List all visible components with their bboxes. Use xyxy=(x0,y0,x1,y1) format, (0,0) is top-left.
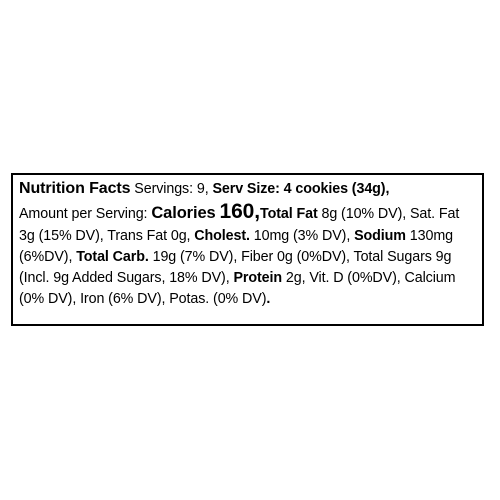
servings-text: Servings: 9, xyxy=(134,181,209,197)
serv-size-value: 4 cookies (34g), xyxy=(283,181,390,197)
sat-fat-value: 3g (15% DV), Trans Fat 0g, xyxy=(19,227,191,244)
sodium-value: 130mg xyxy=(409,227,454,244)
calories-label: Calories xyxy=(151,204,216,223)
nutrient-line-2: 3g (15% DV), Trans Fat 0g, Cholest. 10mg… xyxy=(19,226,476,247)
added-sugars-text: (Incl. 9g Added Sugars, 18% DV), xyxy=(19,270,230,287)
label-header-line: Nutrition Facts Servings: 9, Serv Size: … xyxy=(19,178,476,200)
cholest-value: 10mg (3% DV), xyxy=(253,227,351,244)
nutrient-line-5: (0% DV), Iron (6% DV), Potas. (0% DV). xyxy=(19,289,476,310)
end-period: . xyxy=(266,291,271,308)
nutrition-facts-title: Nutrition Facts xyxy=(19,180,131,197)
total-fat-label: Total Fat xyxy=(260,206,318,223)
minerals-text: (0% DV), Iron (6% DV), Potas. (0% DV) xyxy=(19,291,267,308)
protein-value: 2g, Vit. D (0%DV), Calcium xyxy=(285,270,456,287)
total-carb-label: Total Carb. xyxy=(76,248,149,265)
nutrition-label: Nutrition Facts Servings: 9, Serv Size: … xyxy=(11,173,484,326)
nutrient-line-1: Amount per Serving: Calories 160,Total F… xyxy=(19,201,476,225)
nutrient-line-3: (6%DV), Total Carb. 19g (7% DV), Fiber 0… xyxy=(19,247,476,268)
amount-per-serving-text: Amount per Serving: xyxy=(19,206,148,223)
total-fat-value: 8g (10% DV), Sat. Fat xyxy=(321,206,460,223)
total-carb-value: 19g (7% DV), Fiber 0g (0%DV), Total Suga… xyxy=(152,248,452,265)
calories-value: 160, xyxy=(219,200,261,224)
serv-size-label: Serv Size: xyxy=(212,181,280,197)
cholest-label: Cholest. xyxy=(194,227,250,244)
sodium-label: Sodium xyxy=(354,227,406,244)
sodium-dv: (6%DV), xyxy=(19,248,73,265)
nutrient-line-4: (Incl. 9g Added Sugars, 18% DV), Protein… xyxy=(19,268,476,289)
protein-label: Protein xyxy=(233,270,283,287)
